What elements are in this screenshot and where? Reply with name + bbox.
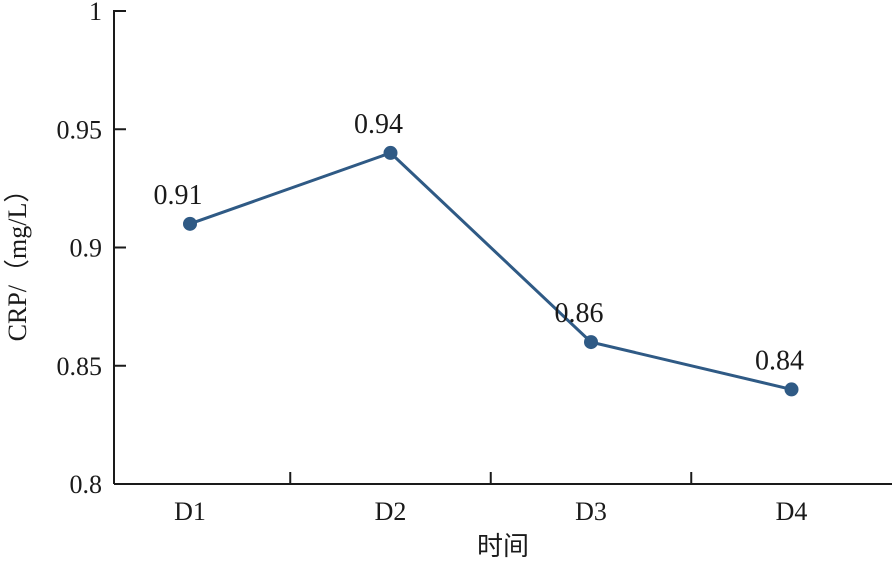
series xyxy=(183,145,799,397)
data-label: 0.91 xyxy=(154,180,203,211)
x-tick-label: D2 xyxy=(375,497,407,526)
data-label: 0.86 xyxy=(555,298,604,329)
y-tick-label: 1 xyxy=(89,0,102,26)
x-tick-label: D4 xyxy=(776,497,808,526)
axes xyxy=(113,10,892,485)
x-tick-label: D1 xyxy=(174,497,206,526)
data-label: 0.84 xyxy=(755,345,804,376)
y-ticks: 0.8 0.85 0.9 0.95 1 xyxy=(57,0,126,499)
data-point xyxy=(383,145,398,160)
x-axis-title: 时间 xyxy=(477,532,529,561)
y-axis-title: CRP/（mg/L） xyxy=(3,177,32,342)
y-tick-label: 0.85 xyxy=(57,352,103,381)
data-point xyxy=(183,216,197,231)
data-label: 0.94 xyxy=(354,109,403,140)
data-labels: 0.91 0.94 0.86 0.84 xyxy=(154,109,805,377)
x-tick-label: D3 xyxy=(575,497,607,526)
y-tick-label: 0.95 xyxy=(57,115,103,144)
x-ticks: D1 D2 D3 D4 xyxy=(174,472,807,526)
series-line xyxy=(189,151,792,391)
y-tick-label: 0.8 xyxy=(70,470,103,499)
data-point xyxy=(584,335,598,350)
y-tick-label: 0.9 xyxy=(70,234,103,263)
data-point xyxy=(784,382,799,397)
